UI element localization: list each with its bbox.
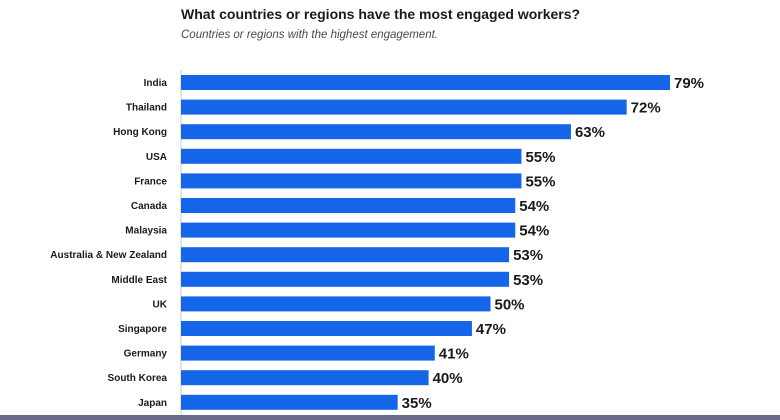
category-label: India	[144, 78, 168, 89]
value-label: 79%	[674, 75, 704, 92]
bar-middle-east	[181, 271, 510, 287]
value-label: 53%	[513, 272, 543, 289]
chart-subtitle: Countries or regions with the highest en…	[181, 29, 438, 41]
bar-japan	[181, 394, 398, 410]
category-label: Germany	[124, 349, 168, 360]
bottom-border	[0, 415, 780, 420]
bar-malaysia	[181, 222, 516, 238]
bar-canada	[181, 198, 516, 213]
value-label: 55%	[525, 173, 555, 190]
bar-france	[181, 173, 522, 189]
category-label: Malaysia	[125, 226, 167, 237]
value-label: 41%	[439, 346, 469, 363]
category-label: South Korea	[108, 373, 168, 384]
bar-thailand	[181, 99, 627, 115]
bar-south-korea	[181, 370, 429, 386]
bar-australia-new-zealand	[181, 247, 510, 263]
category-label: France	[134, 176, 167, 187]
category-label: Canada	[131, 201, 168, 212]
value-label: 54%	[519, 223, 549, 240]
category-label: Hong Kong	[113, 127, 167, 138]
bar-singapore	[181, 321, 472, 336]
value-label: 72%	[631, 100, 661, 117]
category-label: Thailand	[126, 103, 167, 114]
value-label: 35%	[402, 395, 432, 412]
category-label: Japan	[138, 398, 167, 409]
value-label: 40%	[433, 370, 463, 387]
bar-hong-kong	[181, 124, 571, 140]
value-label: 55%	[525, 149, 555, 166]
value-label: 63%	[575, 124, 605, 141]
bar-usa	[181, 148, 522, 164]
bar-uk	[181, 296, 491, 312]
value-label: 50%	[494, 296, 524, 313]
category-label: USA	[146, 152, 167, 163]
bar-germany	[181, 345, 435, 361]
category-label: UK	[153, 299, 168, 310]
category-label: Australia & New Zealand	[50, 250, 167, 261]
category-label: Middle East	[111, 275, 167, 286]
bar-india	[181, 75, 670, 90]
value-label: 53%	[513, 247, 543, 264]
value-label: 54%	[519, 198, 549, 215]
chart-title: What countries or regions have the most …	[181, 6, 581, 22]
category-label: Singapore	[118, 324, 167, 335]
value-label: 47%	[476, 321, 506, 338]
